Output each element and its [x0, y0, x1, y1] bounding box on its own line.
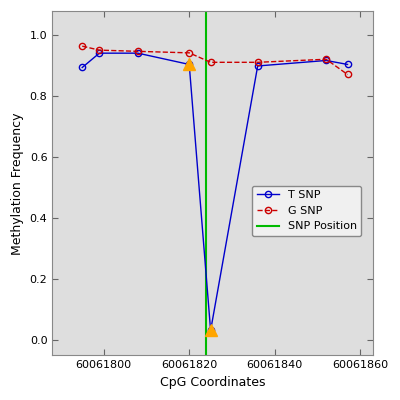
Legend: T SNP, G SNP, SNP Position: T SNP, G SNP, SNP Position [252, 186, 361, 236]
X-axis label: CpG Coordinates: CpG Coordinates [160, 376, 266, 389]
Y-axis label: Methylation Frequency: Methylation Frequency [11, 112, 24, 254]
